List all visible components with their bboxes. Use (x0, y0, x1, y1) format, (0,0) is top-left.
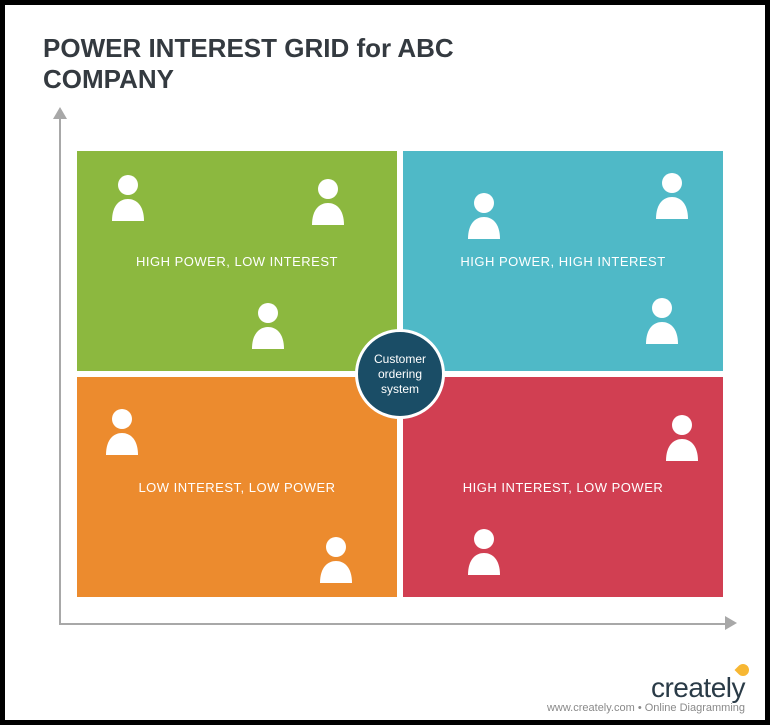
quadrant-label: LOW INTEREST, LOW POWER (138, 480, 335, 495)
page-title: POWER INTEREST GRID for ABC COMPANY (43, 33, 523, 95)
center-circle: Customer ordering system (355, 329, 445, 419)
person-icon (463, 191, 505, 239)
person-icon (247, 301, 289, 349)
y-axis (59, 115, 61, 625)
x-axis (59, 623, 731, 625)
person-icon (661, 413, 703, 461)
logo-text: creately (651, 672, 745, 703)
person-icon (307, 177, 349, 225)
chart-area: HIGH POWER, LOW INTEREST HIGH POWER, HIGH… (53, 115, 733, 635)
quadrant-label: HIGH INTEREST, LOW POWER (463, 480, 664, 495)
quadrant-label: HIGH POWER, HIGH INTEREST (460, 254, 665, 269)
person-icon (315, 535, 357, 583)
quadrant-q3: LOW INTEREST, LOW POWER (77, 377, 397, 597)
x-axis-arrow-icon (725, 616, 737, 630)
logo: creately (651, 672, 745, 704)
person-icon (651, 171, 693, 219)
quadrant-q1: HIGH POWER, LOW INTEREST (77, 151, 397, 371)
quadrant-label: HIGH POWER, LOW INTEREST (136, 254, 338, 269)
diagram-frame: POWER INTEREST GRID for ABC COMPANY HIGH… (0, 0, 770, 725)
person-icon (641, 296, 683, 344)
person-icon (463, 527, 505, 575)
person-icon (101, 407, 143, 455)
center-label: Customer ordering system (364, 352, 436, 397)
quadrant-q2: HIGH POWER, HIGH INTEREST (403, 151, 723, 371)
person-icon (107, 173, 149, 221)
quadrant-q4: HIGH INTEREST, LOW POWER (403, 377, 723, 597)
y-axis-arrow-icon (53, 107, 67, 119)
footer: creately www.creately.com • Online Diagr… (547, 672, 745, 714)
